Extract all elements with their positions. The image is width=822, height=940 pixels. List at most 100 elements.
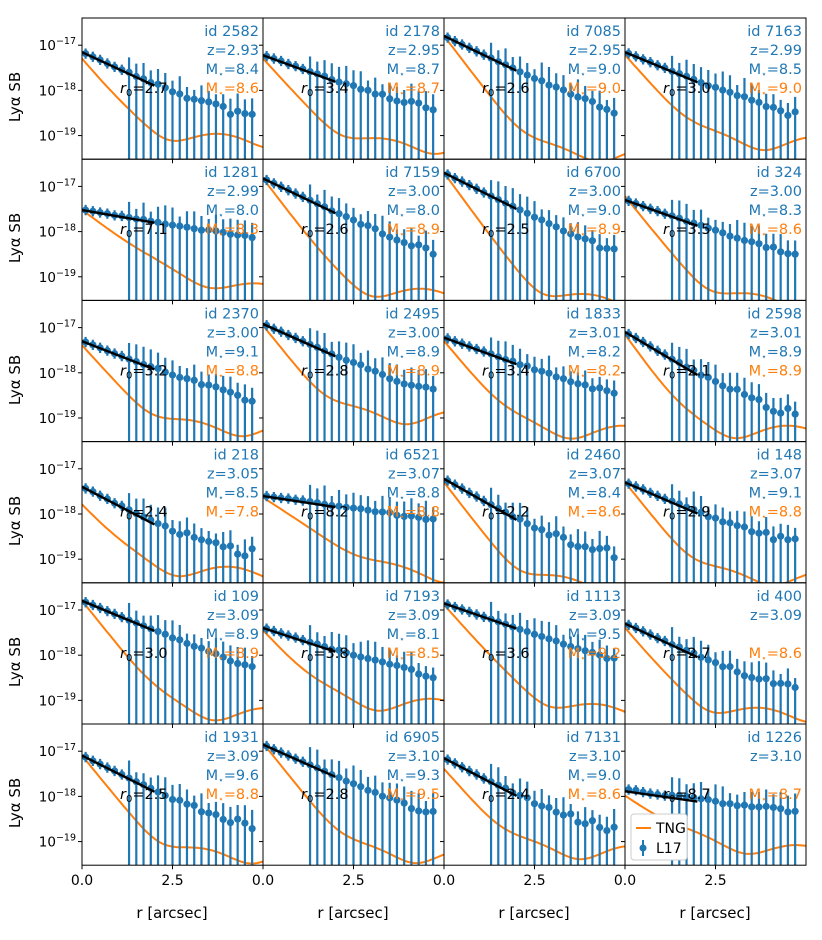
l17-point [335,78,343,86]
l17-point [248,545,256,553]
y-tick-label: 10−19 [39,691,76,709]
panel-r0-label: r0=8.2 [301,505,349,523]
l17-point [386,95,394,103]
fit-line [625,790,698,803]
l17-point [422,244,430,252]
l17-point [371,90,379,98]
fit-line [263,177,336,215]
panel-r0-label: r0=3.0 [663,81,711,99]
l17-point [212,650,220,658]
l17-point [212,100,220,108]
l17-point [610,389,618,397]
panel-plot-area [625,619,806,724]
l17-point [545,803,553,812]
l17-point [378,792,387,800]
panel-mstar-tng: M⋆=9.0 [568,81,621,99]
l17-point [610,245,618,253]
l17-point [415,241,423,249]
l17-point [603,105,611,113]
l17-point [364,222,372,230]
l17-point [610,554,618,562]
l17-point [161,84,169,92]
l17-point [704,224,712,232]
panel-mstar-obs: M⋆=8.9 [749,344,802,362]
l17-point [740,801,749,809]
l17-point [733,92,741,100]
y-tick-label: 10−19 [39,550,76,568]
y-tick-label: 10−19 [39,268,76,286]
l17-point [422,383,430,391]
l17-point [581,381,589,389]
y-tick-label: 10−17 [39,177,76,195]
panel-r0-label: r0=3.4 [482,363,530,381]
l17-point [349,82,358,90]
panel-z-label: z=3.07 [569,467,621,483]
panel-z-label: z=2.95 [388,43,440,59]
l17-point [349,504,358,512]
l17-point [212,383,220,391]
l17-point [784,404,792,413]
l17-point [248,824,256,833]
panel-id-label: id 2495 [385,306,440,322]
l17-point [226,230,235,238]
l17-point [567,90,575,98]
l17-point [378,370,387,379]
panel-r0-label: r0=2.5 [120,787,168,805]
l17-point [733,668,741,676]
l17-point [335,353,343,361]
l17-point [726,800,734,808]
panel-r0-label: r0=3.2 [120,363,168,381]
panel-mstar-tng: M⋆=8.8 [206,787,259,805]
l17-point [552,530,560,538]
x-tick-label: 2.5 [523,873,545,889]
panel-mstar-tng: M⋆=8.5 [387,646,440,664]
x-axis-labels: 0.0 2.5 0.0 2.5 0.0 2.5 0.0 2.5 [71,873,727,889]
legend-l17-swatch [639,844,647,852]
l17-point [241,110,249,118]
panel-plot-area [82,336,263,442]
l17-point [588,97,597,106]
l17-point [530,213,539,221]
panel-plot-area [263,740,444,866]
fit-line [263,626,336,653]
l17-point [407,512,416,520]
l17-point [371,508,379,516]
panel-mstar-tng: M⋆=8.8 [749,505,802,523]
l17-point [711,514,720,522]
l17-point [777,107,785,115]
panel-plot-area [625,195,799,301]
l17-point [176,373,184,382]
l17-point [574,818,582,826]
l17-point [791,807,799,815]
l17-point [769,680,778,688]
panel: id 400 z=3.09 M⋆=8.6 r0=2.7 [621,582,807,728]
l17-point [516,206,524,214]
l17-point [154,80,162,88]
l17-point [559,811,568,819]
panel: id 2598 z=3.01 M⋆=8.9M⋆=8.9 r0=2.1 [621,299,807,446]
l17-point [378,508,387,516]
panel-r0-label: r0=2.4 [482,787,530,805]
l17-point [422,808,430,816]
l17-point [545,635,553,643]
l17-point [422,515,430,524]
panel-r0-label: r0=2.2 [482,505,530,523]
y-tick-label: 10−18 [39,223,76,241]
l17-point [748,394,756,402]
y-axis-title: Lyα SB [6,355,24,405]
panel: id 7193 z=3.09 M⋆=8.1M⋆=8.5 r0=3.8 [259,582,445,728]
y-axis-title: Lyα SB [6,637,24,687]
panel-z-label: z=3.01 [569,325,621,341]
panel-id-label: id 7193 [385,589,440,605]
l17-point [429,106,437,114]
l17-point [755,675,763,683]
panel-mstar-tng: M⋆=8.7 [387,81,440,99]
l17-point [364,654,372,663]
panel-r0-label: r0=3.0 [120,646,168,664]
panel-id-label: id 148 [756,448,802,464]
panel-z-label: z=3.07 [388,467,440,483]
y-tick-label: 10−18 [39,81,76,99]
l17-point [523,520,531,528]
l17-point [552,808,560,816]
l17-point [733,802,741,810]
